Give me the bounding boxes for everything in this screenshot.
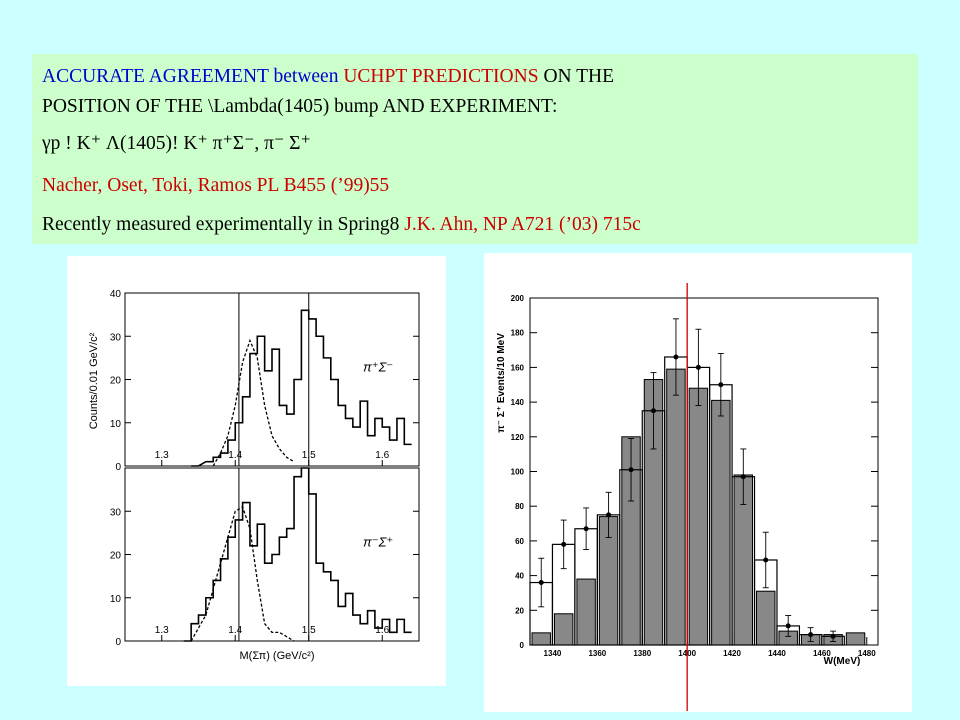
data-point-3 [606, 512, 612, 518]
x-tick-label-top-1: 1.4 [228, 450, 242, 461]
y-tick-label-bottom-1: 10 [110, 594, 122, 605]
histogram-bottom [183, 467, 412, 642]
right-x-tick-label-1: 1360 [588, 649, 606, 658]
right-x-tick-label-2: 1380 [633, 649, 651, 658]
y-tick-label-top-2: 20 [110, 376, 122, 387]
y-tick-label-bottom-0: 0 [115, 637, 121, 648]
theory-bar-1 [553, 613, 574, 646]
theory-curve-top [212, 338, 295, 467]
x-tick-label-bottom-0: 1.3 [155, 625, 169, 636]
headline-line-2: POSITION OF THE \Lambda(1405) bump AND E… [42, 96, 558, 117]
right-y-tick-label-3: 60 [515, 537, 524, 546]
headline-accurate-agreement: ACCURATE AGREEMENT [42, 66, 269, 87]
reference-nacher: Nacher, Oset, Toki, Ramos PL B455 (’99)5… [42, 175, 390, 196]
headline-on-the: ON THE [538, 66, 615, 87]
y-tick-label-top-0: 0 [115, 462, 121, 473]
right-y-tick-label-5: 100 [511, 468, 525, 477]
headline-line-1: ACCURATE AGREEMENT between UCHPT PREDICT… [42, 66, 614, 88]
left-figure: 0 10 20 30 40 1.3 1.4 1.5 1.6 π⁺Σ⁻ 0 10 20 30 1.3 1.4 1.… [67, 256, 446, 686]
right-y-tick-label-6: 120 [511, 433, 525, 442]
theory-curve-bottom [190, 505, 295, 642]
data-point-1 [561, 541, 567, 547]
theory-bar-0 [531, 632, 551, 646]
headline-uchpt-predictions: UCHPT PREDICTIONS [343, 66, 539, 87]
data-point-8 [718, 382, 724, 388]
x-tick-label-top-0: 1.3 [155, 450, 169, 461]
right-y-tick-label-1: 20 [515, 606, 524, 615]
right-x-axis-label: W(MeV) [824, 656, 861, 667]
channel-annotation-bottom: π⁻Σ⁺ [363, 535, 393, 550]
y-tick-label-top-4: 40 [110, 289, 122, 300]
y-axis-label-left: Counts/0.01 GeV/c² [88, 332, 100, 429]
y-tick-label-top-1: 10 [110, 419, 122, 430]
x-tick-label-bottom-1: 1.4 [228, 625, 242, 636]
recent-measurement-text: Recently measured experimentally in Spri… [42, 214, 405, 235]
right-x-tick-label-0: 1340 [544, 649, 562, 658]
x-tick-label-bottom-3: 1.6 [375, 625, 389, 636]
data-point-0 [538, 580, 544, 586]
right-x-tick-label-6: 1460 [813, 649, 831, 658]
theory-bar-2 [576, 578, 596, 646]
data-point-5 [650, 408, 656, 414]
data-point-2 [583, 526, 589, 532]
theory-bar-8 [711, 399, 731, 646]
panel-frame-top [124, 292, 420, 467]
data-point-7 [695, 364, 701, 370]
right-y-axis-label: π⁻ Σ⁺ Events/10 MeV [496, 333, 507, 433]
right-y-tick-label-2: 40 [515, 572, 524, 581]
x-tick-label-top-3: 1.6 [375, 450, 389, 461]
right-y-tick-label-10: 200 [511, 294, 525, 303]
theory-bar-7 [688, 387, 709, 646]
right-histogram-svg: 0 20 40 60 80 100 120 140 160 180 200 1340 1360 1380 1… [496, 283, 879, 711]
data-point-10 [763, 557, 769, 563]
y-tick-label-bottom-2: 20 [110, 551, 122, 562]
data-point-4 [628, 467, 634, 473]
right-y-tick-label-8: 160 [511, 363, 525, 372]
data-point-6 [673, 354, 679, 360]
y-tick-label-bottom-3: 30 [110, 507, 122, 518]
recent-measurement-line: Recently measured experimentally in Spri… [42, 214, 641, 236]
theory-bar-6 [666, 368, 686, 646]
data-point-9 [740, 474, 746, 480]
data-point-12 [808, 632, 814, 638]
right-x-tick-label-7: 1480 [858, 649, 876, 658]
right-x-tick-label-4: 1420 [723, 649, 741, 658]
theory-bar-10 [756, 590, 776, 646]
reaction-line: γp ! K⁺ Λ(1405)! K⁺ π⁺Σ⁻, π⁻ Σ⁺ [42, 133, 311, 154]
histogram-top [191, 309, 412, 467]
data-point-13 [830, 633, 836, 639]
text-box: ACCURATE AGREEMENT between UCHPT PREDICT… [32, 54, 918, 244]
right-y-tick-label-0: 0 [520, 641, 525, 650]
right-x-tick-label-5: 1440 [768, 649, 786, 658]
x-axis-label-left: M(Σπ) (GeV/c²) [240, 650, 315, 662]
data-point-11 [785, 623, 791, 629]
channel-annotation-top: π⁺Σ⁻ [363, 360, 393, 375]
right-y-tick-label-9: 180 [511, 329, 525, 338]
right-y-tick-label-4: 80 [515, 502, 524, 511]
y-tick-label-top-3: 30 [110, 332, 122, 343]
headline-between: between [268, 66, 344, 87]
reference-ahn: J.K. Ahn, NP A721 (’03) 715c [404, 214, 641, 235]
right-figure: 0 20 40 60 80 100 120 140 160 180 200 1340 1360 1380 1… [484, 253, 912, 712]
theory-bar-14 [845, 632, 866, 646]
right-y-tick-label-7: 140 [511, 398, 525, 407]
